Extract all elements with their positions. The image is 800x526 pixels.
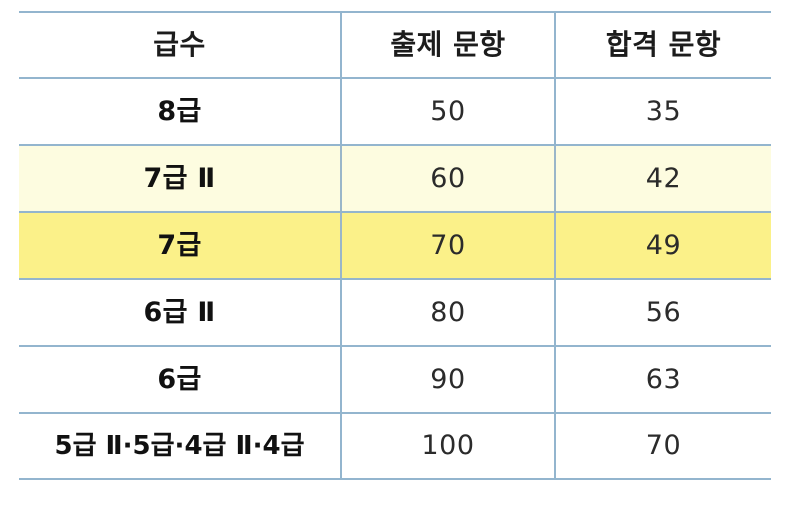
column-header-issued-questions: 출제 문항 — [340, 11, 555, 79]
cell-issued-questions: 60 — [340, 144, 555, 213]
table-row: 7급 Ⅱ 60 42 — [19, 144, 771, 213]
table-header: 급수 출제 문항 합격 문항 — [19, 11, 771, 79]
cell-grade: 7급 — [19, 211, 341, 280]
column-header-grade: 급수 — [19, 11, 341, 79]
cell-issued-questions: 70 — [340, 211, 555, 280]
grade-requirements-table: 급수 출제 문항 합격 문항 8급 50 35 7급 Ⅱ 60 42 7급 — [19, 11, 771, 480]
cell-pass-questions: 35 — [554, 77, 771, 146]
table-row: 6급 90 63 — [19, 345, 771, 414]
cell-issued-questions: 90 — [340, 345, 555, 414]
cell-pass-questions: 42 — [554, 144, 771, 213]
table-row: 8급 50 35 — [19, 77, 771, 146]
cell-pass-questions: 70 — [554, 412, 771, 480]
table-body: 8급 50 35 7급 Ⅱ 60 42 7급 70 49 6급 Ⅱ 80 — [19, 77, 771, 480]
header-row: 급수 출제 문항 합격 문항 — [19, 11, 771, 79]
cell-grade: 7급 Ⅱ — [19, 144, 341, 213]
cell-pass-questions: 56 — [554, 278, 771, 347]
table-row: 7급 70 49 — [19, 211, 771, 280]
cell-issued-questions: 100 — [340, 412, 555, 480]
cell-grade: 6급 Ⅱ — [19, 278, 341, 347]
cell-grade: 6급 — [19, 345, 341, 414]
grade-table-container: 급수 출제 문항 합격 문항 8급 50 35 7급 Ⅱ 60 42 7급 — [19, 11, 771, 480]
cell-pass-questions: 63 — [554, 345, 771, 414]
table-row: 5급 Ⅱ·5급·4급 Ⅱ·4급 100 70 — [19, 412, 771, 480]
cell-pass-questions: 49 — [554, 211, 771, 280]
cell-issued-questions: 80 — [340, 278, 555, 347]
cell-grade: 5급 Ⅱ·5급·4급 Ⅱ·4급 — [19, 412, 341, 480]
table-row: 6급 Ⅱ 80 56 — [19, 278, 771, 347]
column-header-pass-questions: 합격 문항 — [554, 11, 771, 79]
cell-grade: 8급 — [19, 77, 341, 146]
cell-issued-questions: 50 — [340, 77, 555, 146]
